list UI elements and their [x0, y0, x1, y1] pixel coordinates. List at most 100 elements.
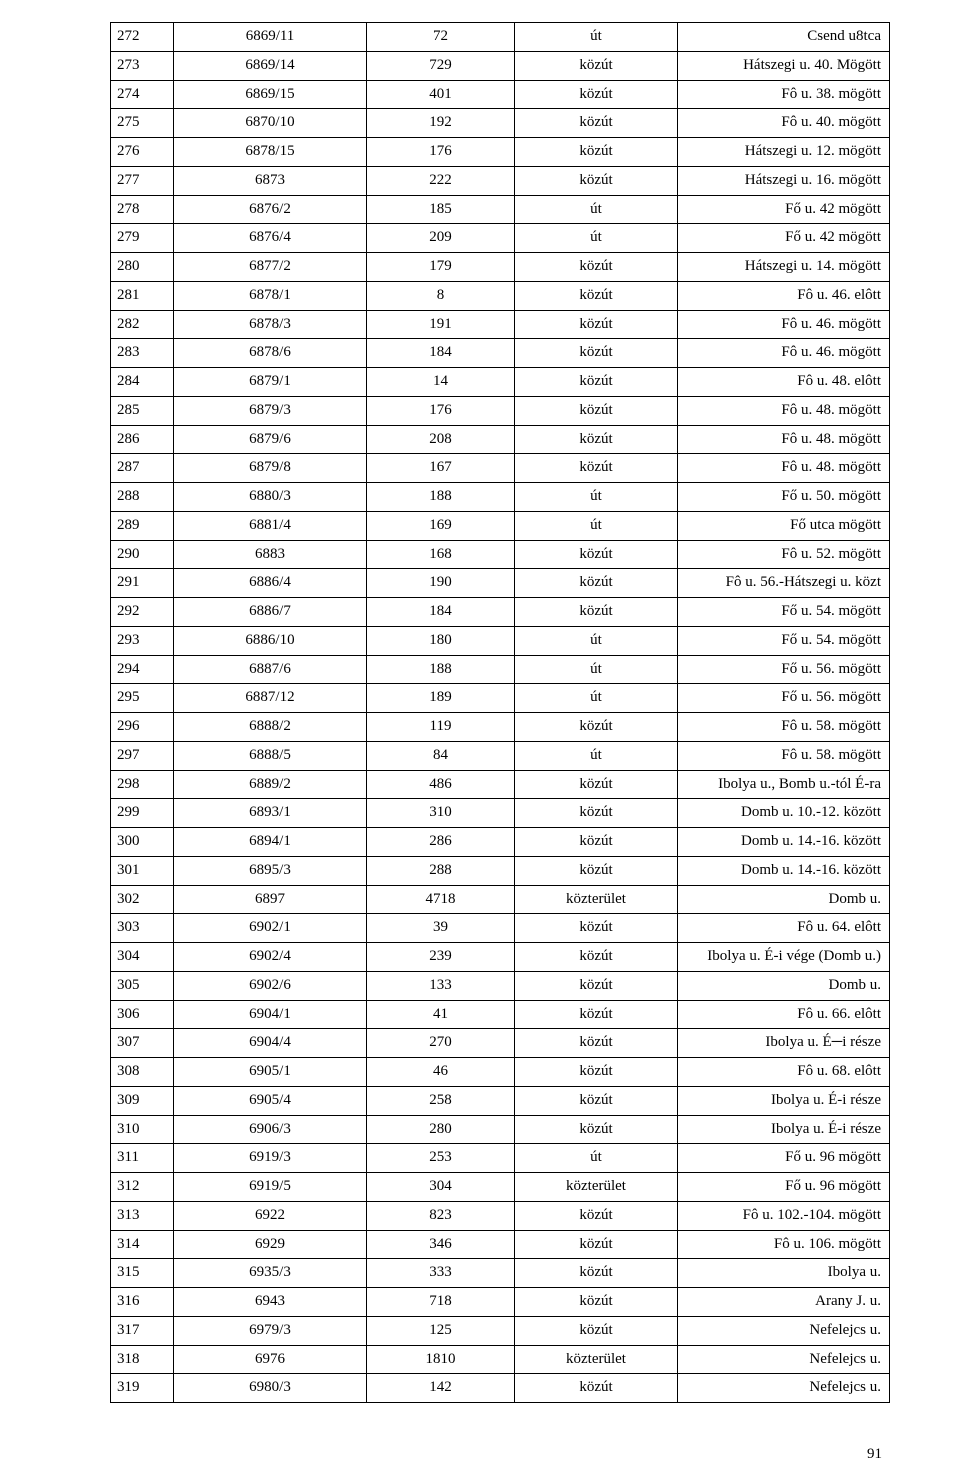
table-row: 3096905/4258közútIbolya u. É-i része: [111, 1086, 890, 1115]
table-cell: közút: [515, 425, 678, 454]
table-cell: 6902/4: [174, 943, 367, 972]
table-cell: út: [515, 684, 678, 713]
table-cell: 310: [111, 1115, 174, 1144]
table-cell: 180: [367, 626, 515, 655]
table-cell: 6886/7: [174, 598, 367, 627]
table-row: 2936886/10180útFő u. 54. mögött: [111, 626, 890, 655]
table-cell: 6886/10: [174, 626, 367, 655]
table-cell: közút: [515, 396, 678, 425]
table-row: 2726869/1172útCsend u8tca: [111, 23, 890, 52]
table-cell: Fô u. 66. elôtt: [678, 1000, 890, 1029]
table-cell: Fô u. 46. mögött: [678, 339, 890, 368]
table-cell: 300: [111, 828, 174, 857]
table-row: 3126919/5304közterületFő u. 96 mögött: [111, 1173, 890, 1202]
table-cell: 253: [367, 1144, 515, 1173]
table-cell: 179: [367, 253, 515, 282]
table-cell: 176: [367, 138, 515, 167]
table-cell: 189: [367, 684, 515, 713]
table-cell: Fô u. 48. mögött: [678, 454, 890, 483]
table-cell: közút: [515, 1230, 678, 1259]
table-row: 2786876/2185útFő u. 42 mögött: [111, 195, 890, 224]
table-cell: 6979/3: [174, 1316, 367, 1345]
table-row: 3046902/4239közútIbolya u. É-i vége (Dom…: [111, 943, 890, 972]
table-cell: 279: [111, 224, 174, 253]
table-cell: 6935/3: [174, 1259, 367, 1288]
table-cell: Fô u. 68. elôtt: [678, 1058, 890, 1087]
table-row: 2766878/15176közútHátszegi u. 12. mögött: [111, 138, 890, 167]
table-cell: 274: [111, 80, 174, 109]
table-cell: 6905/1: [174, 1058, 367, 1087]
table-cell: 6888/5: [174, 741, 367, 770]
table-cell: 273: [111, 51, 174, 80]
table-cell: 314: [111, 1230, 174, 1259]
table-cell: 6873: [174, 166, 367, 195]
table-row: 3036902/139közútFô u. 64. elôtt: [111, 914, 890, 943]
table-cell: közút: [515, 856, 678, 885]
table-row: 2826878/3191közútFô u. 46. mögött: [111, 310, 890, 339]
table-cell: Ibolya u. É─i része: [678, 1029, 890, 1058]
table-cell: 319: [111, 1374, 174, 1403]
table-cell: 6879/6: [174, 425, 367, 454]
table-cell: közút: [515, 166, 678, 195]
table-cell: 6943: [174, 1288, 367, 1317]
table-cell: 6894/1: [174, 828, 367, 857]
table-cell: 293: [111, 626, 174, 655]
table-cell: Fô u. 38. mögött: [678, 80, 890, 109]
table-cell: közút: [515, 1058, 678, 1087]
table-cell: közterület: [515, 885, 678, 914]
table-cell: 184: [367, 598, 515, 627]
table-cell: 6876/2: [174, 195, 367, 224]
table-cell: 298: [111, 770, 174, 799]
table-cell: 275: [111, 109, 174, 138]
table-cell: 6922: [174, 1201, 367, 1230]
table-cell: 6869/14: [174, 51, 367, 80]
table-cell: Fô u. 46. mögött: [678, 310, 890, 339]
table-cell: út: [515, 626, 678, 655]
table-cell: közút: [515, 1288, 678, 1317]
table-row: 3146929346közútFô u. 106. mögött: [111, 1230, 890, 1259]
table-cell: 729: [367, 51, 515, 80]
table-cell: 239: [367, 943, 515, 972]
table-cell: Csend u8tca: [678, 23, 890, 52]
table-cell: közterület: [515, 1345, 678, 1374]
table-cell: 142: [367, 1374, 515, 1403]
table-cell: 6904/1: [174, 1000, 367, 1029]
table-cell: 6919/5: [174, 1173, 367, 1202]
table-cell: 6929: [174, 1230, 367, 1259]
table-cell: 6905/4: [174, 1086, 367, 1115]
table-cell: 310: [367, 799, 515, 828]
table-cell: 84: [367, 741, 515, 770]
table-cell: 306: [111, 1000, 174, 1029]
table-cell: út: [515, 741, 678, 770]
table-cell: 6902/6: [174, 971, 367, 1000]
table-cell: 6893/1: [174, 799, 367, 828]
table-cell: 6878/1: [174, 281, 367, 310]
table-cell: Fő u. 42 mögött: [678, 195, 890, 224]
table-cell: Fő u. 54. mögött: [678, 598, 890, 627]
table-cell: 184: [367, 339, 515, 368]
table-cell: 41: [367, 1000, 515, 1029]
table-row: 2976888/584útFô u. 58. mögött: [111, 741, 890, 770]
table-cell: közút: [515, 1316, 678, 1345]
table-cell: közút: [515, 454, 678, 483]
table-cell: Fô u. 106. mögött: [678, 1230, 890, 1259]
table-cell: út: [515, 195, 678, 224]
table-cell: 317: [111, 1316, 174, 1345]
table-cell: Fô u. 58. mögött: [678, 741, 890, 770]
table-row: 2886880/3188útFő u. 50. mögött: [111, 483, 890, 512]
table-cell: közút: [515, 1259, 678, 1288]
table-cell: 6980/3: [174, 1374, 367, 1403]
table-cell: közút: [515, 828, 678, 857]
table-cell: 6902/1: [174, 914, 367, 943]
table-cell: Fô u. 102.-104. mögött: [678, 1201, 890, 1230]
table-cell: 401: [367, 80, 515, 109]
table-cell: 304: [367, 1173, 515, 1202]
table-row: 2866879/6208közútFô u. 48. mögött: [111, 425, 890, 454]
table-cell: közút: [515, 1029, 678, 1058]
table-row: 3176979/3125közútNefelejcs u.: [111, 1316, 890, 1345]
table-cell: Ibolya u. É-i része: [678, 1115, 890, 1144]
table-row: 2756870/10192közútFô u. 40. mögött: [111, 109, 890, 138]
table-cell: 295: [111, 684, 174, 713]
table-cell: 168: [367, 540, 515, 569]
table-cell: 315: [111, 1259, 174, 1288]
